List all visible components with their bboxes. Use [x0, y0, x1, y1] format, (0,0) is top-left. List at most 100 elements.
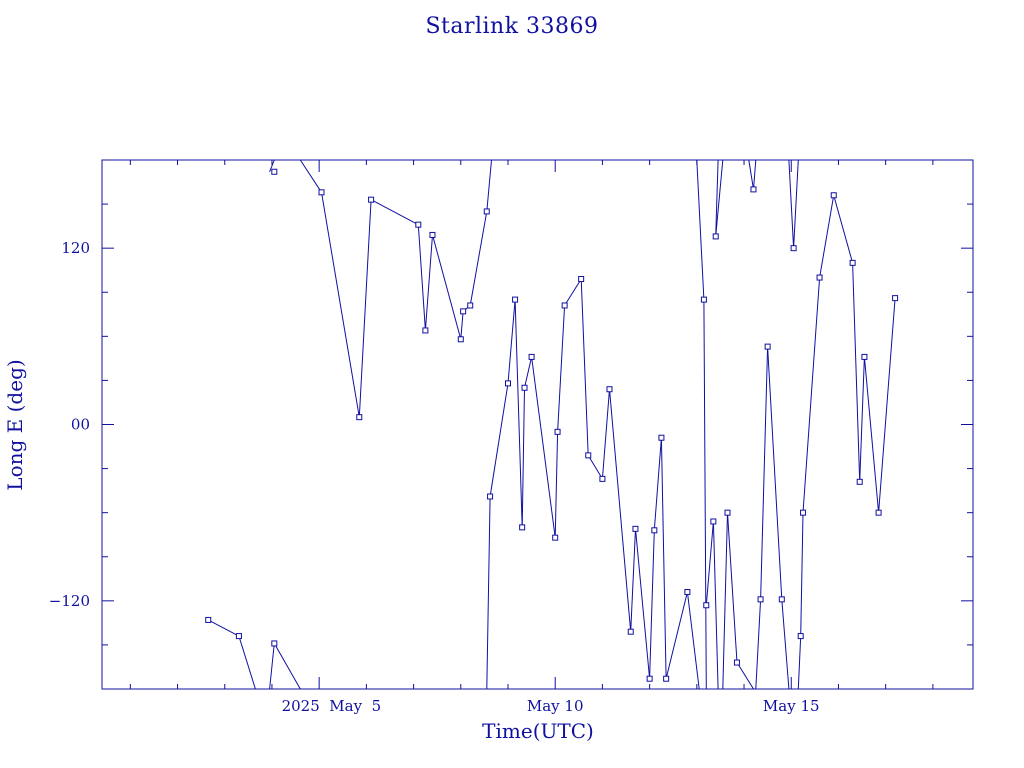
data-point — [849, 259, 856, 266]
series-line-segment — [580, 278, 589, 456]
minor-ticks — [102, 160, 973, 689]
data-point — [724, 509, 731, 516]
series-line-segment — [299, 159, 322, 193]
series-line-segment — [609, 389, 632, 632]
data-point — [521, 384, 528, 391]
data-point — [457, 336, 464, 343]
series-line-segment — [863, 356, 880, 513]
data-point — [606, 386, 613, 393]
series-line-segment — [269, 641, 301, 690]
series-line-segment — [370, 199, 419, 226]
data-point — [875, 509, 882, 516]
series-line-segment — [486, 159, 492, 212]
series-lines — [207, 159, 896, 690]
series-line-segment — [531, 356, 556, 538]
data-point — [663, 675, 670, 682]
series-line-segment — [489, 383, 509, 497]
data-point — [552, 534, 559, 541]
data-point — [710, 518, 717, 525]
series-line-segment — [601, 389, 610, 479]
data-point — [790, 245, 797, 252]
series-line-segment — [788, 159, 795, 249]
data-point — [504, 380, 511, 387]
data-point — [561, 302, 568, 309]
data-point — [627, 628, 634, 635]
data-point — [415, 221, 422, 228]
series-line-segment — [460, 311, 464, 340]
series-line-segment — [859, 356, 865, 482]
data-point — [778, 596, 785, 603]
data-point — [429, 231, 436, 238]
series-line-segment — [797, 636, 802, 690]
data-point — [684, 589, 691, 596]
data-point — [703, 602, 710, 609]
data-point — [700, 296, 707, 303]
major-ticks — [102, 160, 973, 689]
series-line-segment — [432, 234, 462, 340]
data-point — [318, 189, 325, 196]
series-line-segment — [653, 437, 662, 531]
series-line-segment — [802, 277, 821, 513]
series-line-segment — [521, 387, 525, 528]
y-tick-label: 00 — [71, 416, 90, 434]
data-point — [632, 525, 639, 532]
data-point — [356, 414, 363, 421]
data-point — [235, 633, 242, 640]
data-point — [816, 274, 823, 281]
data-point — [830, 192, 837, 199]
chart-title: Starlink 33869 — [425, 14, 599, 39]
series-line-segment — [767, 346, 783, 600]
series-line-segment — [703, 299, 707, 690]
series-line-segment — [736, 662, 754, 690]
data-point — [487, 493, 494, 500]
series-line-segment — [564, 278, 582, 306]
series-line-segment — [554, 431, 559, 538]
series-line-segment — [587, 455, 603, 480]
series-line-segment — [727, 512, 738, 663]
x-tick-label: 2025 May 5 — [282, 697, 382, 715]
data-point — [892, 295, 899, 302]
series-line-segment — [753, 159, 757, 190]
series-line-segment — [358, 199, 372, 418]
data-point — [205, 616, 212, 623]
series-line-segment — [417, 224, 426, 331]
data-point — [658, 434, 665, 441]
data-point — [512, 296, 519, 303]
series-line-segment — [686, 591, 700, 690]
data-point — [519, 524, 526, 531]
data-point — [750, 186, 757, 193]
series-line-segment — [715, 159, 719, 237]
data-point — [861, 353, 868, 360]
data-point — [271, 640, 278, 647]
data-point — [422, 327, 429, 334]
series-line-segment — [486, 496, 491, 690]
data-point — [460, 308, 467, 315]
data-point — [856, 478, 863, 485]
series-line-segment — [630, 528, 636, 632]
data-point — [651, 527, 658, 534]
series-line-segment — [660, 437, 667, 679]
series-line-segment — [793, 159, 799, 249]
data-point — [368, 196, 375, 203]
data-point — [800, 509, 807, 516]
series-line-segment — [712, 521, 719, 690]
series-line-segment — [424, 234, 433, 331]
data-point — [646, 675, 653, 682]
series-line-segment — [321, 192, 360, 418]
y-tick-label: 120 — [61, 239, 90, 257]
series-line-segment — [819, 195, 835, 278]
data-point — [797, 633, 804, 640]
series-line-segment — [649, 530, 655, 679]
data-point — [483, 208, 490, 215]
x-tick-label: May 10 — [527, 697, 584, 715]
y-axis-label: Long E (deg) — [3, 359, 27, 490]
series-line-segment — [514, 299, 523, 528]
x-tick-label: May 15 — [763, 697, 820, 715]
series-markers — [205, 168, 899, 682]
data-point — [764, 343, 771, 350]
series-line-segment — [207, 619, 256, 690]
series-line-segment — [878, 298, 896, 513]
series-line-segment — [852, 262, 861, 482]
data-point — [733, 659, 740, 666]
